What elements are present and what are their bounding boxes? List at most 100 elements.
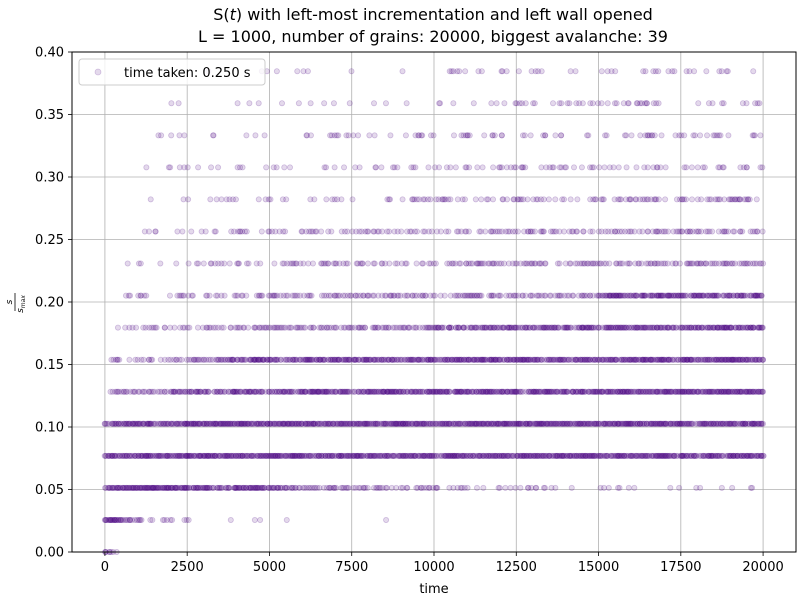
data-point (179, 484, 186, 491)
data-point (651, 132, 658, 139)
data-point (177, 484, 184, 491)
data-point (473, 484, 480, 491)
data-point (311, 196, 318, 203)
data-point (341, 452, 348, 459)
data-point (251, 517, 258, 524)
data-point (490, 164, 497, 171)
data-point (127, 517, 134, 524)
data-point (141, 452, 148, 459)
data-point (350, 452, 357, 459)
data-point (753, 196, 760, 203)
data-point (132, 484, 139, 491)
data-point (270, 452, 277, 459)
data-point (541, 484, 548, 491)
data-point (249, 452, 256, 459)
data-point (300, 484, 307, 491)
data-point (478, 292, 485, 299)
data-point (532, 484, 539, 491)
data-point (347, 452, 354, 459)
data-point (655, 68, 662, 75)
data-point (172, 484, 179, 491)
data-point (145, 484, 152, 491)
data-point (694, 164, 701, 171)
data-point (161, 517, 168, 524)
data-point (603, 132, 610, 139)
data-point (488, 100, 495, 107)
data-point (263, 452, 270, 459)
data-point (136, 517, 143, 524)
data-point (600, 196, 607, 203)
data-point (181, 484, 188, 491)
data-point (403, 260, 410, 267)
data-point (146, 484, 153, 491)
data-point (378, 164, 385, 171)
data-point (178, 356, 185, 363)
data-point (118, 452, 125, 459)
data-point (152, 452, 159, 459)
data-point (127, 292, 134, 299)
data-point (257, 260, 264, 267)
data-point (209, 452, 216, 459)
data-point (432, 484, 439, 491)
data-point (158, 452, 165, 459)
data-point (321, 100, 328, 107)
data-point (225, 484, 232, 491)
data-point (124, 260, 131, 267)
data-point (308, 452, 315, 459)
y-tick-label: 0.30 (35, 171, 64, 186)
data-point (235, 452, 242, 459)
data-point (299, 452, 306, 459)
data-point (718, 68, 725, 75)
data-point (491, 132, 498, 139)
data-point (472, 196, 479, 203)
data-point (107, 517, 114, 524)
data-point (168, 132, 175, 139)
data-point (329, 452, 336, 459)
data-point (107, 484, 114, 491)
data-point (250, 452, 257, 459)
data-point (417, 484, 424, 491)
data-point (760, 260, 767, 267)
data-point (433, 484, 440, 491)
data-point (212, 228, 219, 235)
data-point (325, 452, 332, 459)
data-point (729, 484, 736, 491)
data-point (447, 196, 454, 203)
data-point (204, 484, 211, 491)
data-point (290, 484, 297, 491)
data-point (481, 132, 488, 139)
data-point (110, 452, 117, 459)
data-point (671, 68, 678, 75)
data-point (178, 484, 185, 491)
data-point (311, 452, 318, 459)
data-point (350, 484, 357, 491)
data-point (298, 452, 305, 459)
data-point (108, 452, 115, 459)
data-point (333, 452, 340, 459)
data-point (186, 452, 193, 459)
data-point (282, 452, 289, 459)
data-point (703, 68, 710, 75)
data-point (119, 517, 126, 524)
data-point (306, 452, 313, 459)
x-axis-label: time (419, 582, 448, 597)
y-tick-label: 0.20 (35, 296, 64, 311)
data-point (243, 484, 250, 491)
data-point (164, 452, 171, 459)
data-point (303, 452, 310, 459)
data-point (275, 452, 282, 459)
data-point (355, 132, 362, 139)
data-point (307, 452, 314, 459)
data-point (141, 484, 148, 491)
data-point (133, 452, 140, 459)
data-point (248, 484, 255, 491)
data-point (149, 484, 156, 491)
data-point (181, 132, 188, 139)
data-point (179, 228, 186, 235)
data-point (206, 484, 213, 491)
data-point (720, 164, 727, 171)
data-point (579, 100, 586, 107)
data-point (296, 452, 303, 459)
data-point (693, 484, 700, 491)
data-point (592, 196, 599, 203)
